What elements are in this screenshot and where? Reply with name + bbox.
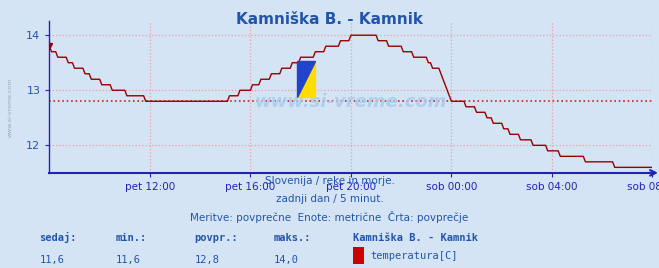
Text: 14,0: 14,0 [273,255,299,265]
Text: temperatura[C]: temperatura[C] [370,251,458,260]
Text: povpr.:: povpr.: [194,233,238,243]
Text: Slovenija / reke in morje.: Slovenija / reke in morje. [264,176,395,185]
Text: maks.:: maks.: [273,233,311,243]
Text: www.si-vreme.com: www.si-vreme.com [254,93,447,111]
Text: 11,6: 11,6 [115,255,140,265]
Polygon shape [297,61,315,97]
Text: Kamniška B. - Kamnik: Kamniška B. - Kamnik [353,233,478,243]
Text: zadnji dan / 5 minut.: zadnji dan / 5 minut. [275,194,384,204]
Text: www.si-vreme.com: www.si-vreme.com [8,77,13,137]
Text: Kamniška B. - Kamnik: Kamniška B. - Kamnik [236,12,423,27]
Text: 11,6: 11,6 [40,255,65,265]
Polygon shape [297,61,315,97]
Text: 12,8: 12,8 [194,255,219,265]
Text: sedaj:: sedaj: [40,232,77,243]
Text: Meritve: povprečne  Enote: metrične  Črta: povprečje: Meritve: povprečne Enote: metrične Črta:… [190,211,469,223]
Text: min.:: min.: [115,233,146,243]
